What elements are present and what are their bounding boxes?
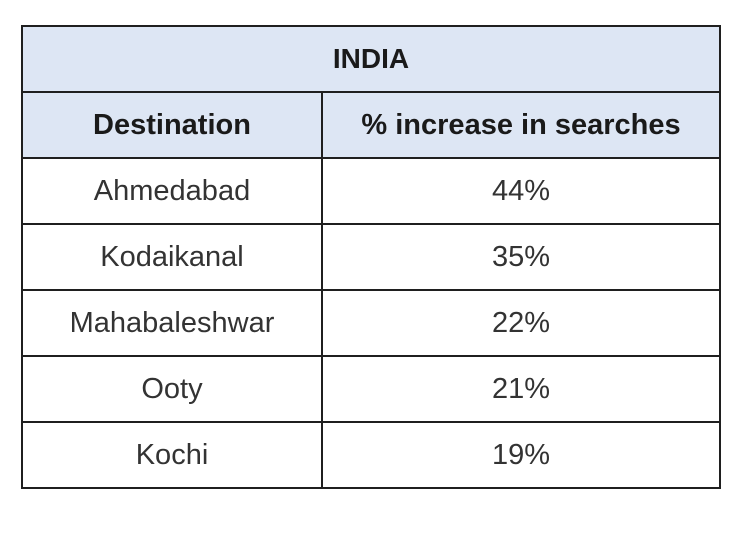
table-title: INDIA: [20, 25, 722, 93]
table-row: Ooty 21%: [21, 355, 722, 423]
destination-cell: Ahmedabad: [21, 157, 323, 225]
destinations-table: INDIA Destination % increase in searches…: [20, 25, 722, 489]
table-row: Kodaikanal 35%: [21, 223, 722, 291]
destination-cell: Kochi: [21, 421, 323, 489]
increase-cell: 19%: [320, 421, 722, 489]
increase-cell: 44%: [320, 157, 722, 225]
table-row: Mahabaleshwar 22%: [21, 289, 722, 357]
destination-cell: Mahabaleshwar: [21, 289, 323, 357]
increase-cell: 21%: [320, 355, 722, 423]
table-container: INDIA Destination % increase in searches…: [20, 25, 722, 489]
increase-cell: 35%: [320, 223, 722, 291]
column-header-increase: % increase in searches: [320, 91, 722, 159]
column-header-row: Destination % increase in searches: [21, 91, 722, 159]
table-row: Kochi 19%: [21, 421, 722, 489]
increase-cell: 22%: [320, 289, 722, 357]
destination-cell: Kodaikanal: [21, 223, 323, 291]
destination-cell: Ooty: [21, 355, 323, 423]
table-row: Ahmedabad 44%: [21, 157, 722, 225]
table-title-row: INDIA: [20, 25, 722, 93]
column-header-destination: Destination: [21, 91, 323, 159]
